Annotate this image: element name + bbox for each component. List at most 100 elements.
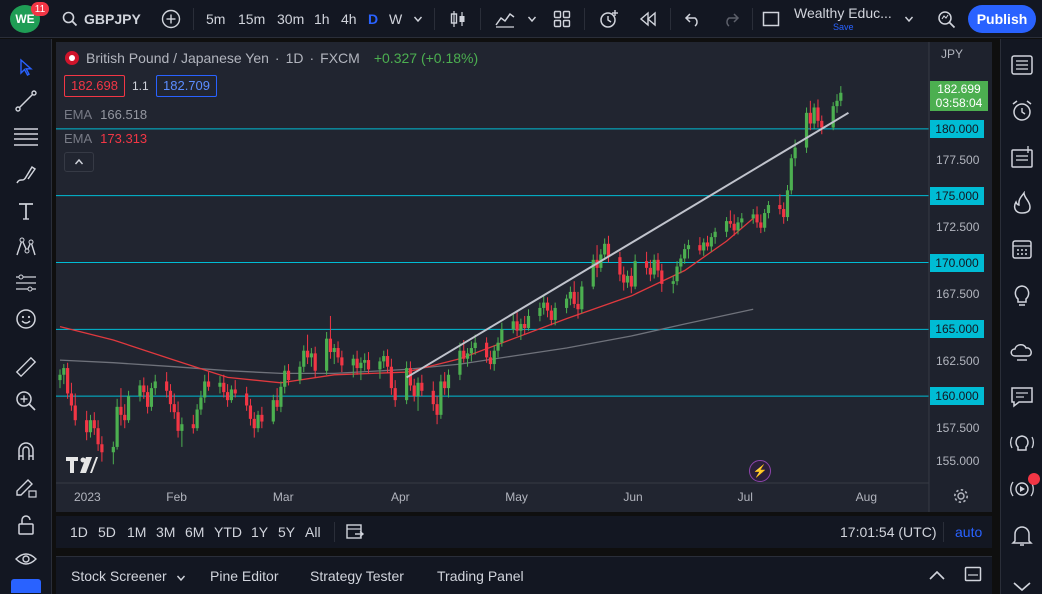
tradingview-logo[interactable] — [66, 456, 98, 479]
candle[interactable] — [351, 354, 355, 378]
publish-button[interactable]: Publish — [968, 5, 1036, 33]
solutions-button[interactable] — [1006, 427, 1038, 459]
tab-pine-editor[interactable]: Pine Editor — [210, 568, 279, 584]
candle[interactable] — [526, 309, 531, 331]
candle[interactable] — [119, 388, 123, 426]
pattern-tool[interactable] — [10, 231, 42, 263]
text-tool[interactable] — [10, 195, 42, 227]
candle[interactable] — [286, 364, 291, 386]
bar-replay-button[interactable] — [636, 0, 660, 38]
range-5y[interactable]: 5Y — [278, 524, 296, 540]
candle[interactable] — [389, 358, 393, 395]
candle[interactable] — [142, 377, 146, 399]
candle[interactable] — [405, 361, 409, 405]
object-tree-tool[interactable] — [10, 577, 42, 594]
candle[interactable] — [85, 410, 89, 441]
candle[interactable] — [416, 377, 420, 411]
redo-button[interactable] — [720, 0, 742, 38]
candle[interactable] — [325, 331, 329, 375]
candle[interactable] — [629, 267, 633, 294]
alerts-button[interactable] — [1006, 95, 1038, 127]
candle[interactable] — [492, 345, 496, 371]
candle[interactable] — [785, 184, 790, 222]
candle[interactable] — [309, 348, 313, 367]
candle[interactable] — [92, 412, 96, 435]
range-ytd[interactable]: YTD — [214, 524, 242, 540]
tab-trading-panel[interactable]: Trading Panel — [437, 568, 524, 584]
candle[interactable] — [96, 420, 100, 451]
layout-name[interactable]: Wealthy Educ... — [794, 5, 892, 21]
candle[interactable] — [382, 350, 386, 369]
candle[interactable] — [652, 254, 656, 279]
candle[interactable] — [538, 302, 542, 322]
candle[interactable] — [256, 410, 260, 433]
candle[interactable] — [275, 388, 279, 411]
chart-pane[interactable]: British Pound / Japanese Yen · 1D · FXCM… — [56, 42, 992, 512]
candle[interactable] — [115, 398, 119, 450]
ema-legend-slow[interactable]: EMA 166.518 — [64, 107, 147, 122]
candle[interactable] — [671, 275, 675, 294]
candle[interactable] — [355, 350, 359, 375]
candle[interactable] — [519, 318, 523, 341]
symbol-search-button[interactable]: GBPJPY — [62, 0, 141, 38]
candle[interactable] — [271, 394, 275, 425]
candle[interactable] — [176, 401, 180, 438]
candle[interactable] — [165, 372, 169, 398]
candle[interactable] — [591, 254, 595, 290]
sell-price-button[interactable]: 182.698 — [64, 75, 125, 97]
candle[interactable] — [656, 253, 660, 278]
auto-scale-toggle[interactable]: auto — [955, 524, 983, 540]
candle[interactable] — [831, 102, 835, 131]
data-window-button[interactable] — [1006, 141, 1038, 173]
axis-settings-button[interactable] — [953, 488, 969, 509]
candle[interactable] — [812, 103, 816, 129]
chats-button[interactable] — [1006, 381, 1038, 413]
candle[interactable] — [469, 341, 473, 362]
candle[interactable] — [622, 266, 626, 291]
broadcast-button[interactable] — [1006, 473, 1040, 505]
timeframe-dropdown[interactable] — [411, 0, 425, 38]
candle[interactable] — [332, 344, 336, 365]
candle[interactable] — [340, 350, 344, 373]
candle[interactable] — [302, 345, 306, 373]
cursor-tool[interactable] — [10, 51, 42, 83]
candle[interactable] — [564, 294, 569, 314]
candle[interactable] — [222, 374, 226, 398]
chart-type-button[interactable] — [446, 0, 470, 38]
candle[interactable] — [363, 353, 367, 371]
candle[interactable] — [484, 337, 489, 363]
lightning-icon[interactable]: ⚡ — [749, 460, 771, 482]
candle[interactable] — [633, 254, 637, 290]
indicators-dropdown[interactable] — [525, 0, 539, 38]
candle[interactable] — [473, 334, 477, 355]
candle[interactable] — [439, 374, 443, 419]
candle[interactable] — [245, 386, 249, 411]
candle[interactable] — [168, 384, 173, 413]
candle[interactable] — [458, 342, 462, 381]
timeframe-1h[interactable]: 1h — [314, 11, 330, 27]
range-3m[interactable]: 3M — [156, 524, 176, 540]
candle[interactable] — [606, 235, 611, 263]
candle[interactable] — [580, 281, 584, 314]
measure-tool[interactable] — [10, 351, 42, 383]
maximize-panel-button[interactable] — [964, 566, 982, 587]
candle[interactable] — [62, 364, 66, 385]
undo-button[interactable] — [682, 0, 704, 38]
candle[interactable] — [195, 404, 199, 431]
candle[interactable] — [713, 227, 717, 244]
lock-drawing-mode-tool[interactable] — [10, 471, 42, 503]
indicators-button[interactable] — [492, 0, 518, 38]
candle[interactable] — [542, 295, 546, 315]
streams-button[interactable] — [1006, 335, 1038, 367]
calendar-button[interactable] — [1006, 233, 1038, 265]
ema-legend-fast[interactable]: EMA 173.313 — [64, 131, 147, 146]
candle[interactable] — [618, 251, 622, 282]
fib-tool[interactable] — [10, 121, 42, 153]
candle[interactable] — [751, 209, 755, 224]
lock-drawings-tool[interactable] — [10, 509, 42, 541]
quick-search-button[interactable] — [935, 0, 959, 38]
candle[interactable] — [759, 214, 763, 234]
candle[interactable] — [393, 380, 397, 407]
candle[interactable] — [816, 99, 820, 128]
candle[interactable] — [283, 365, 287, 394]
